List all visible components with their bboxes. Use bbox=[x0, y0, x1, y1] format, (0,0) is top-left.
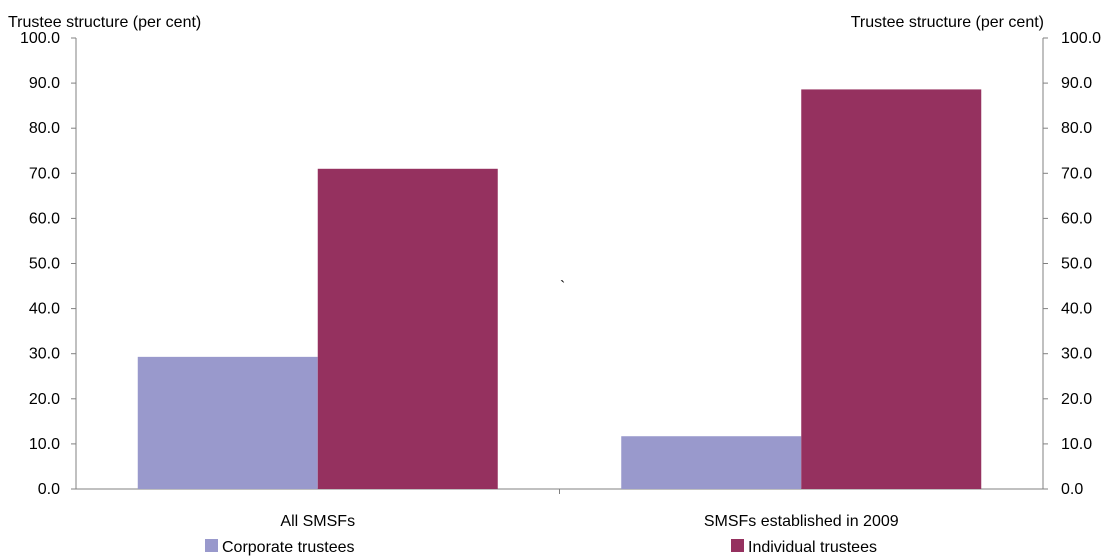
bar-individual-trustees bbox=[801, 89, 982, 489]
left-tick-label: 10.0 bbox=[29, 436, 60, 453]
right-tick-label: 40.0 bbox=[1061, 301, 1092, 318]
right-tick-label: 90.0 bbox=[1061, 75, 1092, 92]
legend-label: Individual trustees bbox=[748, 539, 877, 556]
bar-corporate-trustees bbox=[137, 356, 318, 489]
left-tick-label: 20.0 bbox=[29, 391, 60, 408]
left-tick-label: 50.0 bbox=[29, 256, 60, 273]
bar-individual-trustees bbox=[317, 168, 498, 490]
left-tick-label: 30.0 bbox=[29, 346, 60, 363]
right-tick-label: 20.0 bbox=[1061, 391, 1092, 408]
left-tick-label: 60.0 bbox=[29, 210, 60, 227]
right-tick-label: 100.0 bbox=[1061, 30, 1101, 47]
legend-swatch bbox=[731, 539, 744, 552]
right-tick-label: 0.0 bbox=[1061, 481, 1083, 498]
bar-corporate-trustees bbox=[621, 436, 802, 489]
right-tick-label: 60.0 bbox=[1061, 210, 1092, 227]
right-tick-label: 10.0 bbox=[1061, 436, 1092, 453]
left-tick-label: 70.0 bbox=[29, 165, 60, 182]
legend-swatch bbox=[205, 539, 218, 552]
legend-label: Corporate trustees bbox=[222, 539, 355, 556]
left-tick-label: 90.0 bbox=[29, 75, 60, 92]
category-label: All SMSFs bbox=[280, 513, 355, 530]
right-tick-label: 70.0 bbox=[1061, 165, 1092, 182]
left-tick-label: 80.0 bbox=[29, 120, 60, 137]
annotation-mark: ` bbox=[560, 279, 565, 296]
left-tick-label: 40.0 bbox=[29, 301, 60, 318]
right-tick-label: 30.0 bbox=[1061, 346, 1092, 363]
right-tick-label: 50.0 bbox=[1061, 256, 1092, 273]
right-tick-label: 80.0 bbox=[1061, 120, 1092, 137]
left-tick-label: 100.0 bbox=[20, 30, 60, 47]
right-axis-title: Trustee structure (per cent) bbox=[851, 14, 1044, 31]
category-label: SMSFs established in 2009 bbox=[704, 513, 899, 530]
left-tick-label: 0.0 bbox=[38, 481, 60, 498]
left-axis-title: Trustee structure (per cent) bbox=[8, 14, 201, 31]
